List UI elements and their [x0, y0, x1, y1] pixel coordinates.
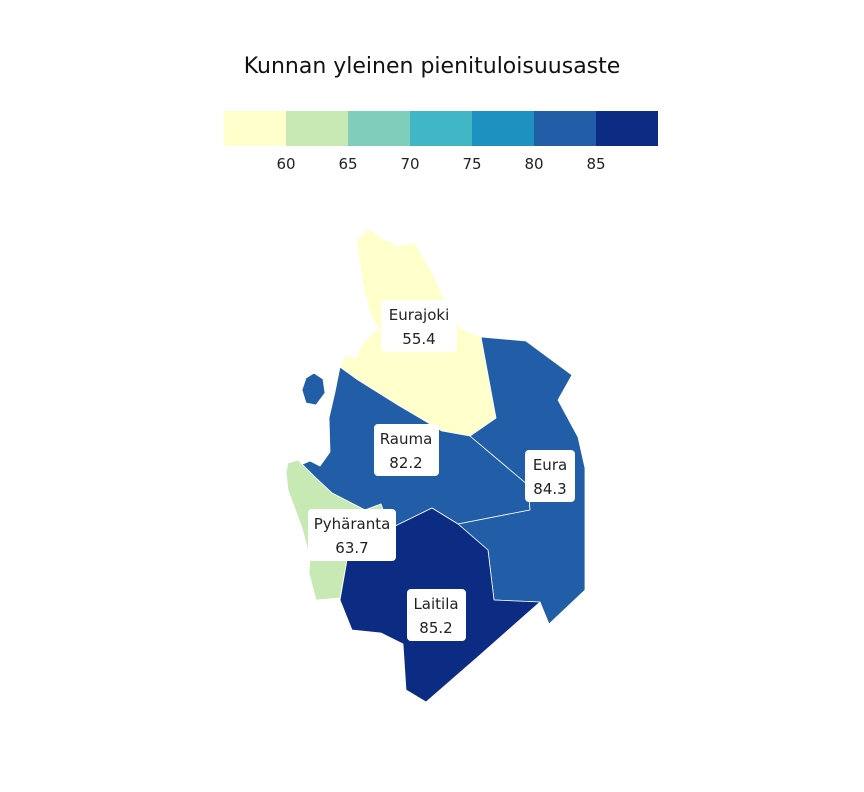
label-eurajoki: Eurajoki 55.4 — [381, 300, 457, 352]
region-rauma-island[interactable] — [301, 372, 326, 406]
label-pyharanta-value: 63.7 — [335, 539, 368, 557]
color-legend: 60 65 70 75 80 85 — [224, 111, 658, 173]
label-eura-name: Eura — [533, 456, 567, 474]
label-eurajoki-name: Eurajoki — [389, 306, 450, 324]
legend-tick-label: 65 — [338, 155, 357, 173]
label-rauma-name: Rauma — [380, 430, 433, 448]
legend-tick-label: 75 — [462, 155, 481, 173]
map-title: Kunnan yleinen pienituloisuusaste — [243, 54, 621, 79]
label-rauma-value: 82.2 — [389, 454, 422, 472]
label-rauma: Rauma 82.2 — [374, 424, 439, 476]
label-laitila-value: 85.2 — [419, 619, 452, 637]
label-eurajoki-value: 55.4 — [402, 330, 435, 348]
label-laitila-name: Laitila — [413, 595, 458, 613]
legend-tick-label: 80 — [524, 155, 543, 173]
label-eura: Eura 84.3 — [525, 450, 575, 502]
legend-tick-label: 85 — [586, 155, 605, 173]
label-pyharanta: Pyhäranta 63.7 — [308, 509, 396, 561]
legend-swatch — [348, 111, 410, 146]
label-laitila: Laitila 85.2 — [407, 589, 466, 641]
legend-swatch — [286, 111, 348, 146]
legend-swatch — [596, 111, 658, 146]
legend-swatch — [472, 111, 534, 146]
legend-swatch — [410, 111, 472, 146]
legend-swatch — [224, 111, 286, 146]
legend-swatch — [534, 111, 596, 146]
label-pyharanta-name: Pyhäranta — [314, 515, 391, 533]
legend-tick-label: 60 — [276, 155, 295, 173]
label-eura-value: 84.3 — [533, 480, 566, 498]
legend-tick-label: 70 — [400, 155, 419, 173]
